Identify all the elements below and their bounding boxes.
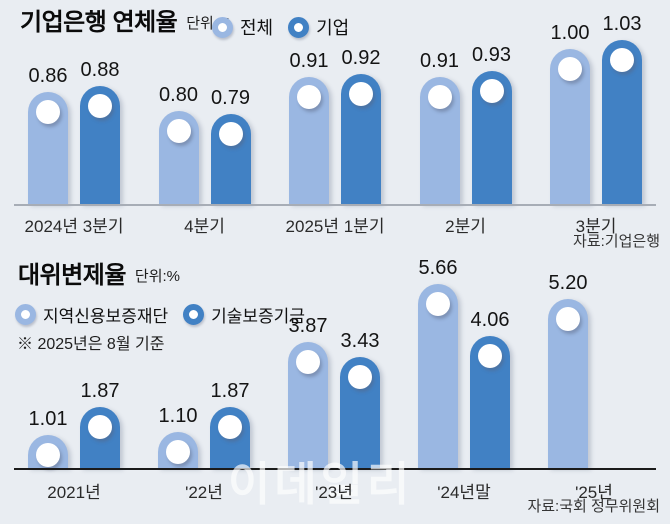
bar-dot-icon — [427, 85, 452, 109]
bar — [289, 77, 329, 204]
tick-label: 2024년 3분기 — [24, 217, 124, 236]
value-label: 0.91 — [289, 50, 329, 72]
bar — [418, 284, 458, 468]
bar — [158, 111, 199, 204]
bottom-chart-note: ※ 2025년은 8월 기준 — [17, 336, 165, 353]
bottom-source: 자료:국회 정무위원회 — [527, 498, 660, 515]
value-label: 1.87 — [80, 380, 120, 402]
bar-dot-icon — [348, 365, 372, 389]
bar — [471, 71, 512, 204]
bar — [28, 435, 68, 468]
top-source: 자료:기업은행 — [573, 233, 660, 250]
legend-item-total: 전체 — [212, 14, 273, 40]
bar — [470, 336, 510, 468]
bar — [80, 86, 120, 204]
bar — [550, 49, 590, 204]
tick-label: 2021년 — [47, 483, 101, 502]
legend-item-regional-credit: 지역신용보증재단 — [15, 302, 168, 327]
bar-dot-icon — [36, 443, 60, 467]
bar-dot-icon — [218, 122, 243, 146]
bar-dot-icon — [349, 82, 373, 106]
value-label: 1.00 — [550, 22, 590, 44]
legend-ring-icon — [15, 304, 36, 325]
value-label: 4.06 — [470, 309, 510, 331]
bar-dot-icon — [478, 344, 502, 368]
value-label: 0.86 — [28, 65, 68, 87]
legend-ring-icon — [212, 16, 233, 38]
value-label: 3.43 — [340, 330, 380, 352]
bar-dot-icon — [296, 350, 320, 374]
legend-label: 기업 — [316, 18, 350, 38]
value-label: 5.20 — [548, 272, 588, 294]
value-label: 0.93 — [472, 44, 511, 66]
legend-ring-icon — [288, 16, 310, 38]
value-label: 1.03 — [602, 13, 642, 35]
bar — [341, 74, 381, 204]
tick-label: '25년 — [575, 483, 613, 502]
bar — [419, 77, 460, 204]
bottom-unit-label: 단위:% — [134, 268, 181, 286]
bottom-chart-header: 대위변제율 단위:% — [18, 262, 181, 289]
bar-dot-icon — [36, 100, 60, 124]
bar-dot-icon — [558, 57, 582, 81]
legend-item-kibo: 기술보증기금 — [183, 302, 305, 327]
bar-dot-icon — [297, 85, 321, 109]
bar — [340, 357, 380, 468]
bar — [210, 407, 250, 468]
bar — [548, 299, 588, 468]
tick-label: 2025년 1분기 — [285, 217, 385, 236]
legend-label: 지역신용보증재단 — [43, 307, 169, 326]
value-label: 3.87 — [288, 315, 328, 337]
bar — [80, 407, 120, 468]
tick-label: 3분기 — [575, 217, 617, 236]
legend-ring-icon — [183, 304, 205, 325]
legend-item-corporate: 기업 — [288, 14, 349, 40]
bar-dot-icon — [218, 415, 242, 439]
bar — [602, 40, 642, 204]
value-label: 0.79 — [211, 87, 250, 109]
tick-label: '23년 — [315, 483, 353, 502]
value-label: 5.66 — [418, 257, 458, 279]
bar-dot-icon — [88, 94, 112, 118]
bar-dot-icon — [166, 119, 191, 143]
top-axis-line — [14, 204, 656, 206]
edaily-watermark: 이데일리 — [228, 458, 414, 510]
legend-label: 기술보증기금 — [211, 307, 305, 326]
value-label: 1.10 — [158, 405, 198, 427]
tick-label: 2분기 — [445, 217, 486, 236]
value-label: 0.88 — [80, 59, 120, 81]
bar-dot-icon — [88, 415, 112, 439]
top-chart-title: 기업은행 연체율 — [20, 9, 178, 36]
value-label: 0.92 — [341, 47, 381, 69]
value-label: 1.87 — [210, 380, 250, 402]
tick-label: '24년말 — [437, 483, 491, 502]
bottom-legend: 지역신용보증재단 기술보증기금 — [15, 302, 305, 327]
bar-dot-icon — [166, 440, 190, 464]
value-label: 0.80 — [159, 84, 198, 106]
top-legend: 전체 기업 — [212, 14, 349, 40]
bottom-chart-title: 대위변제율 — [18, 262, 126, 289]
bar — [28, 92, 68, 204]
bar-dot-icon — [479, 79, 504, 103]
bar-dot-icon — [556, 307, 580, 331]
bar — [288, 342, 328, 468]
tick-label: 4분기 — [184, 217, 225, 236]
tick-label: '22년 — [185, 483, 223, 502]
bottom-axis-line — [14, 468, 656, 470]
legend-label: 전체 — [240, 18, 274, 38]
bar-dot-icon — [426, 292, 450, 316]
value-label: 1.01 — [28, 408, 68, 430]
bar — [158, 432, 198, 468]
value-label: 0.91 — [420, 50, 459, 72]
bar-dot-icon — [610, 48, 634, 72]
bar — [210, 114, 251, 204]
